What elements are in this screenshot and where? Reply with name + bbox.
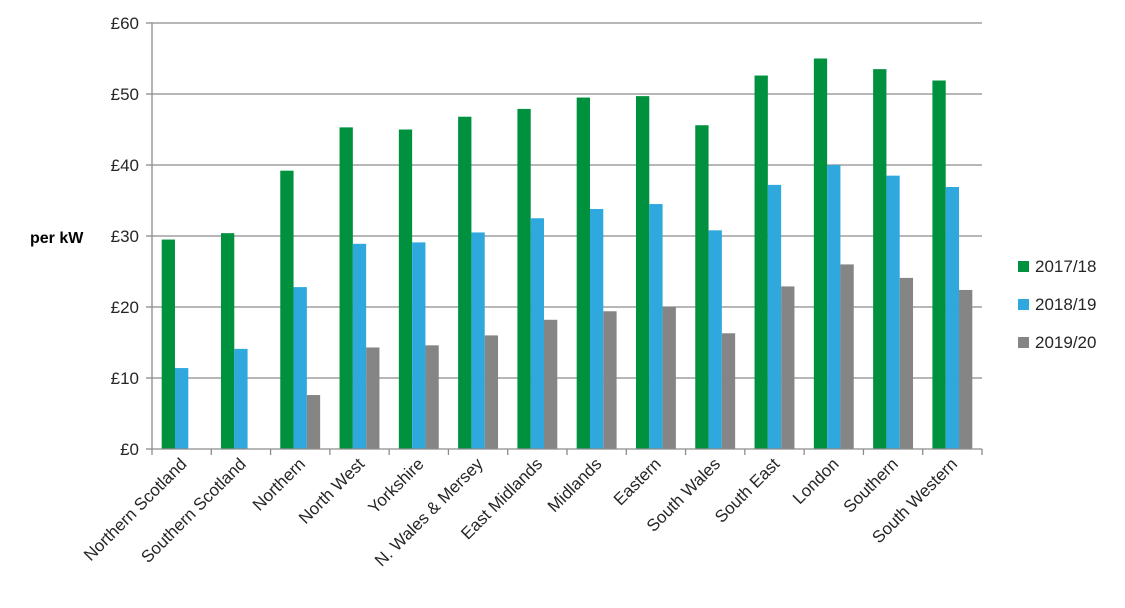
bar: [425, 345, 439, 449]
bar: [220, 233, 235, 449]
bar: [398, 129, 413, 449]
legend-swatch: [1018, 337, 1029, 348]
legend-swatch: [1018, 299, 1029, 310]
bar: [932, 80, 946, 449]
bar: [306, 395, 321, 449]
bar: [662, 307, 676, 449]
bar: [589, 209, 604, 449]
bar: [649, 204, 663, 449]
y-axis-label: per kW: [30, 230, 84, 247]
legend: 2017/18 2018/19 2019/20: [1018, 257, 1096, 352]
bar: [161, 239, 175, 449]
x-tick-label: Northern: [249, 454, 309, 514]
y-tick-label: £0: [120, 440, 139, 459]
bar: [603, 311, 617, 449]
bar: [708, 230, 722, 449]
bar: [471, 232, 485, 449]
bar: [293, 287, 307, 449]
y-tick-label: £50: [111, 85, 139, 104]
bar: [530, 218, 545, 449]
y-tick-label: £20: [111, 298, 139, 317]
bar: [959, 289, 973, 449]
y-tick-label: £10: [111, 369, 139, 388]
bar: [695, 125, 709, 450]
y-tick-label: £30: [111, 227, 139, 246]
bar: [352, 243, 367, 449]
bar: [886, 175, 900, 449]
bar: [458, 116, 472, 449]
bar: [840, 264, 854, 449]
x-tick-label: N. Wales & Mersey: [371, 454, 487, 570]
y-tick-label: £60: [111, 14, 139, 33]
bar: [280, 170, 294, 449]
bar: [366, 347, 380, 449]
bars: [161, 58, 973, 450]
bar: [945, 187, 960, 449]
bar: [484, 335, 499, 449]
gridlines: [152, 22, 982, 379]
bar: [635, 96, 650, 449]
x-tick-label: Midlands: [544, 454, 606, 516]
x-tick-label: Northern Scotland: [80, 454, 190, 564]
bar: [517, 108, 531, 449]
legend-label: 2017/18: [1035, 257, 1096, 276]
bar: [873, 69, 887, 450]
x-tick-label: Southern: [840, 454, 902, 516]
bar: [339, 127, 353, 450]
legend-swatch: [1018, 261, 1029, 272]
bar: [754, 75, 768, 449]
bar: [576, 97, 590, 450]
legend-label: 2018/19: [1035, 295, 1096, 314]
x-tick-label: Yorkshire: [365, 454, 428, 517]
x-tick-label: Eastern: [610, 454, 665, 509]
bar: [767, 184, 782, 449]
x-tick-label: Southern Scotland: [137, 454, 249, 566]
bar: [721, 333, 736, 449]
bar: [544, 319, 558, 449]
bar: [412, 242, 426, 449]
bar: [827, 165, 841, 449]
bar: [899, 277, 914, 449]
bar: [174, 368, 189, 449]
bar: [234, 348, 248, 449]
legend-label: 2019/20: [1035, 333, 1096, 352]
bar: [813, 58, 828, 449]
y-tick-label: £40: [111, 156, 139, 175]
bar: [781, 286, 795, 449]
x-tick-label: London: [789, 454, 843, 508]
x-tick-label: South East: [711, 454, 783, 526]
